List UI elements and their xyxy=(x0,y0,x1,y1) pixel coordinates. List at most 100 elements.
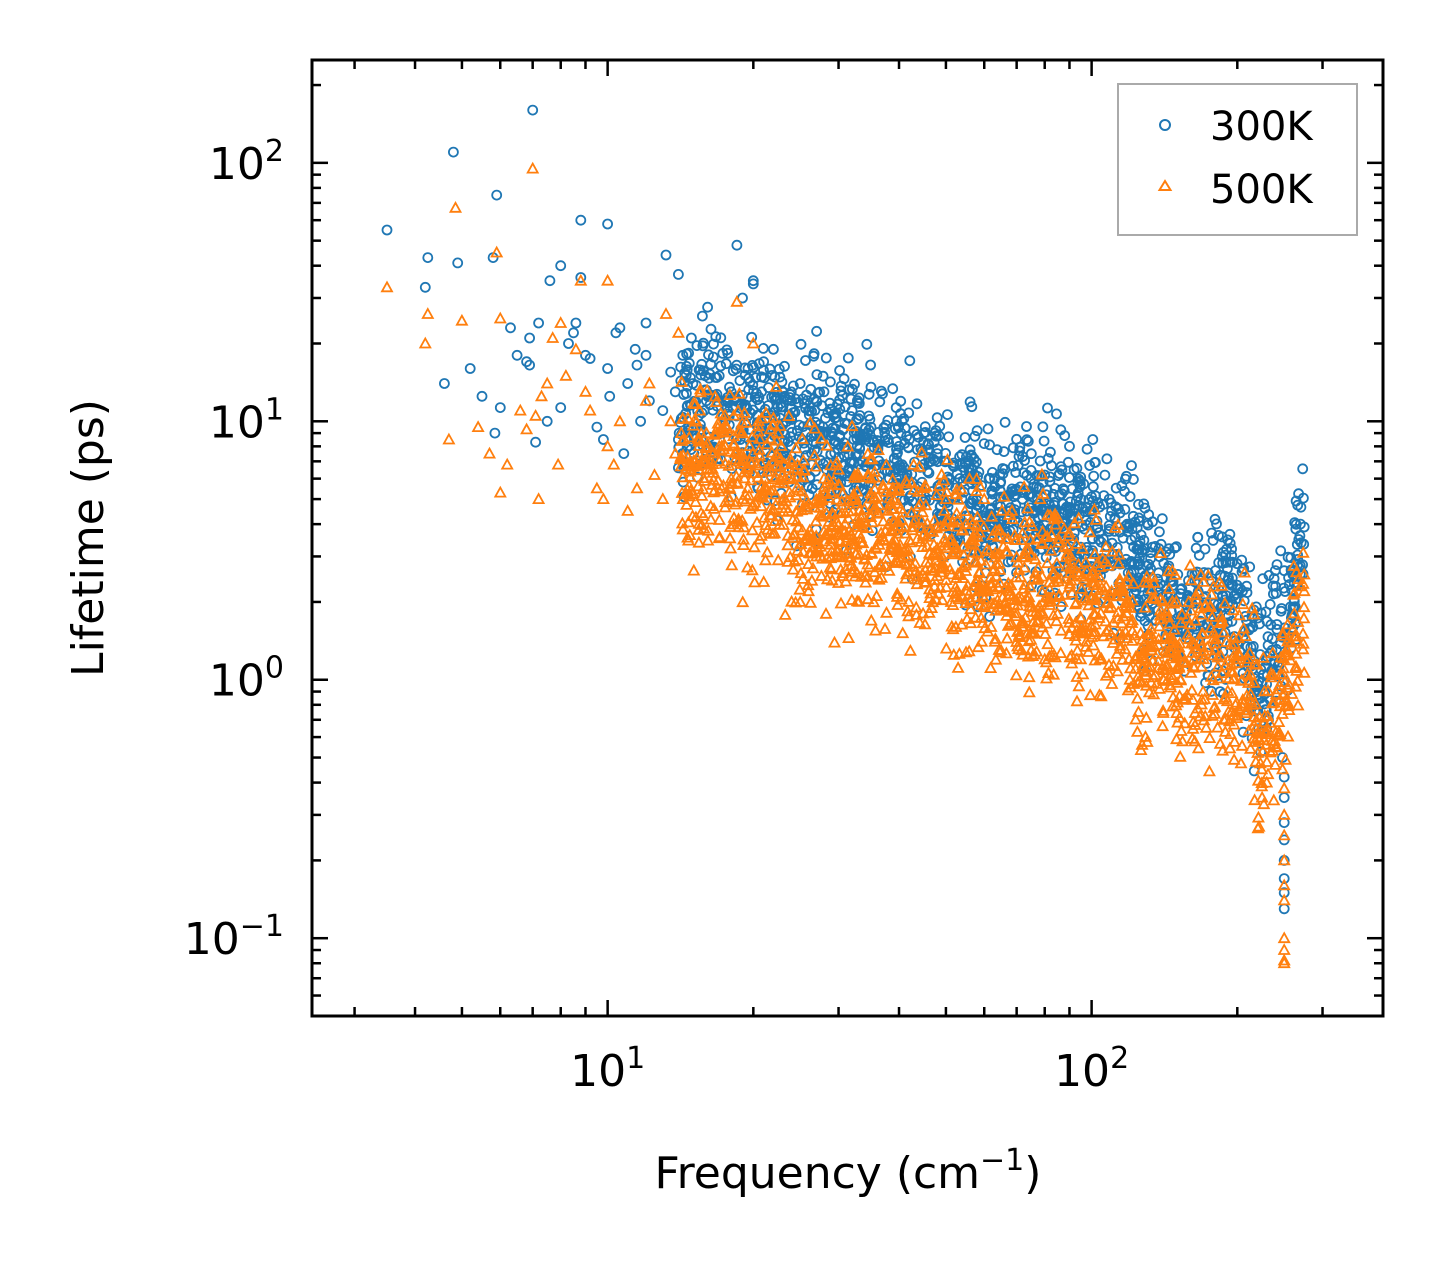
data-point-500k xyxy=(736,538,751,550)
data-point-500k xyxy=(380,280,394,293)
data-point-500k xyxy=(764,431,778,444)
data-point-500k xyxy=(1121,683,1135,696)
data-point-500k xyxy=(915,445,929,458)
data-point-500k xyxy=(1006,589,1020,601)
data-point-500k xyxy=(769,470,783,483)
data-point-500k xyxy=(569,342,583,355)
data-point-500k xyxy=(722,493,737,506)
data-point-500k xyxy=(984,576,998,589)
data-point-500k xyxy=(1166,690,1180,703)
data-point-500k xyxy=(1180,687,1194,700)
data-point-500k xyxy=(900,567,914,580)
data-point-500k xyxy=(1255,790,1269,803)
data-point-500k xyxy=(704,512,718,525)
data-point-300k xyxy=(1093,534,1105,545)
data-point-300k xyxy=(1257,573,1269,585)
data-point-500k xyxy=(751,414,766,427)
data-point-500k xyxy=(833,478,847,491)
data-point-500k xyxy=(1000,631,1014,644)
data-point-300k xyxy=(748,362,759,373)
data-point-500k xyxy=(1203,731,1217,743)
data-point-500k xyxy=(607,457,621,470)
data-point-500k xyxy=(820,438,834,451)
data-point-500k xyxy=(700,383,714,396)
data-point-500k xyxy=(782,485,796,498)
data-point-300k xyxy=(887,383,899,395)
data-point-500k xyxy=(1162,581,1176,594)
data-point-300k xyxy=(629,343,641,355)
data-point-500k xyxy=(939,492,953,505)
data-point-500k xyxy=(841,511,855,524)
data-point-500k xyxy=(865,515,879,528)
data-point-300k xyxy=(989,512,1001,523)
data-point-500k xyxy=(795,523,810,536)
data-point-300k xyxy=(452,257,464,269)
data-point-300k xyxy=(1017,451,1028,463)
data-point-300k xyxy=(1088,470,1100,482)
data-point-500k xyxy=(1277,853,1291,866)
data-point-500k xyxy=(664,414,678,427)
data-point-500k xyxy=(448,200,463,213)
data-point-500k xyxy=(824,562,838,575)
data-point-500k xyxy=(1194,567,1208,580)
data-point-500k xyxy=(737,520,751,533)
data-point-500k xyxy=(766,454,780,467)
data-point-300k xyxy=(631,359,643,371)
data-point-500k xyxy=(909,608,924,620)
data-point-500k xyxy=(774,439,788,451)
data-point-500k xyxy=(747,540,761,553)
data-point-500k xyxy=(1206,673,1220,686)
data-point-500k xyxy=(707,428,721,440)
data-point-500k xyxy=(546,331,560,343)
data-point-500k xyxy=(843,553,857,566)
data-point-500k xyxy=(1092,688,1106,700)
data-point-500k xyxy=(924,561,938,574)
data-point-300k xyxy=(903,407,915,419)
data-point-300k xyxy=(530,436,541,448)
data-point-500k xyxy=(1236,692,1250,705)
data-point-500k xyxy=(1120,574,1134,587)
data-point-500k xyxy=(973,480,987,492)
data-point-300k xyxy=(1086,505,1097,517)
data-point-500k xyxy=(639,393,653,406)
data-point-500k xyxy=(1174,615,1188,628)
data-point-500k xyxy=(755,479,769,492)
data-point-500k xyxy=(1277,931,1291,944)
data-point-500k xyxy=(937,473,951,486)
data-point-500k xyxy=(1001,576,1015,589)
data-point-300k xyxy=(777,386,789,398)
data-point-500k xyxy=(1167,622,1181,635)
data-point-300k xyxy=(1059,430,1071,442)
data-point-500k xyxy=(1022,634,1036,647)
data-point-500k xyxy=(1087,502,1101,515)
data-point-300k xyxy=(1226,615,1238,627)
data-point-300k xyxy=(687,378,699,389)
x-tick-label: 102 xyxy=(1054,1041,1129,1097)
data-point-300k xyxy=(489,427,501,439)
data-point-300k xyxy=(1158,557,1170,569)
data-point-500k xyxy=(989,603,1003,616)
data-point-500k xyxy=(1138,600,1152,613)
data-point-500k xyxy=(1088,597,1102,610)
data-point-500k xyxy=(1196,684,1210,697)
data-point-500k xyxy=(930,569,944,581)
data-point-500k xyxy=(1113,572,1127,585)
data-point-500k xyxy=(1289,634,1304,646)
data-point-500k xyxy=(1277,953,1291,966)
data-point-500k xyxy=(656,492,670,505)
data-point-500k xyxy=(751,424,765,437)
data-point-500k xyxy=(759,518,773,530)
data-point-300k xyxy=(956,449,968,461)
data-point-500k xyxy=(1036,487,1050,499)
data-point-500k xyxy=(1054,646,1068,658)
data-point-300k xyxy=(464,363,476,374)
data-point-300k xyxy=(1126,557,1138,569)
data-point-500k xyxy=(1079,555,1093,567)
data-point-500k xyxy=(708,389,722,402)
data-point-500k xyxy=(836,566,850,578)
data-point-500k xyxy=(1120,631,1134,644)
data-point-500k xyxy=(1041,595,1055,607)
data-point-500k xyxy=(1074,652,1088,665)
data-point-500k xyxy=(1194,607,1208,620)
data-point-500k xyxy=(1164,680,1178,693)
